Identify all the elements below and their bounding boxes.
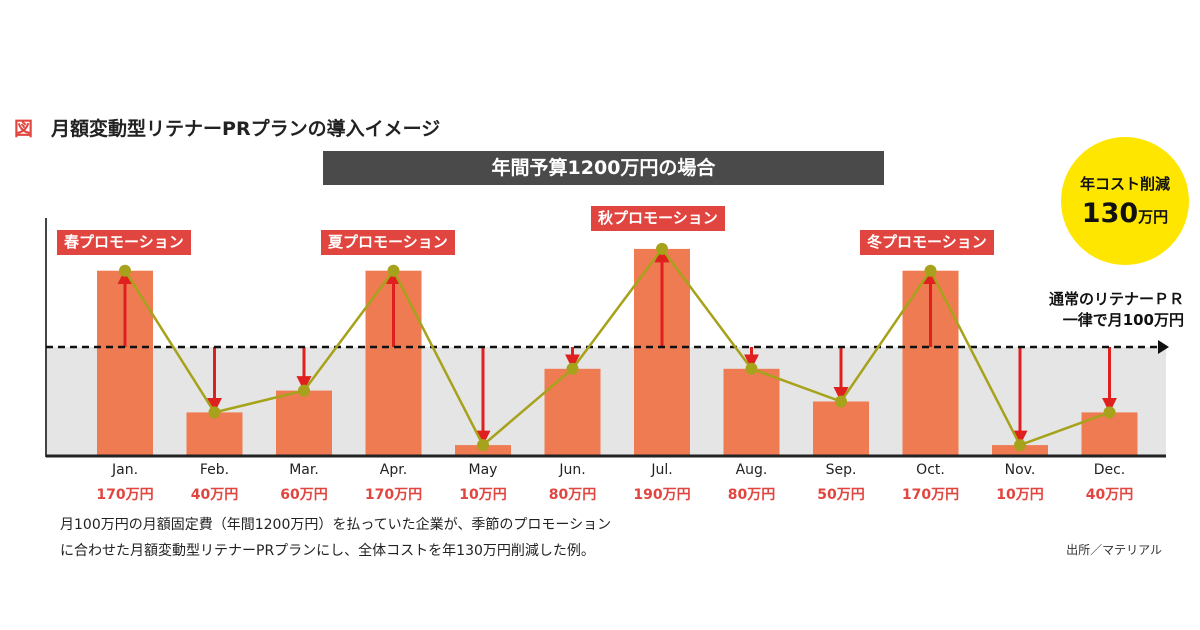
baseline-label-line1: 通常のリテナーＰＲ (1048, 290, 1184, 308)
data-point (477, 439, 489, 452)
saving-unit: 万円 (1138, 208, 1169, 226)
month-value-label: 10万円 (459, 487, 507, 503)
cost-trend-line (123, 246, 1110, 448)
saving-amount-row: 130万円 (1061, 198, 1189, 229)
data-point (387, 264, 400, 277)
data-point (835, 395, 847, 408)
month-value-label: 170万円 (901, 487, 960, 503)
month-label: Sep. (825, 462, 857, 478)
figure-title-text: 月額変動型リテナーPRプランの導入イメージ (51, 118, 441, 140)
cost-saving-badge: 年コスト削減 130万円 (1061, 137, 1189, 265)
month-label: Jan. (111, 462, 139, 478)
budget-banner: 年間予算1200万円の場合 (323, 151, 884, 185)
bar-mar (276, 390, 332, 456)
month-label: Mar. (289, 462, 319, 478)
saving-label: 年コスト削減 (1079, 175, 1170, 193)
bar-feb (186, 412, 243, 456)
data-point (745, 362, 758, 375)
month-label: Nov. (1004, 462, 1036, 478)
source-credit: 出所／マテリアル (1066, 543, 1162, 557)
month-label: Aug. (735, 462, 768, 478)
caption-line2: に合わせた月額変動型リテナーPRプランにし、全体コストを年130万円削減した例。 (60, 543, 595, 559)
figure-label: 図 (14, 118, 34, 140)
bar-aug (723, 368, 780, 456)
baseline-arrowhead (1158, 340, 1169, 354)
month-label: May (468, 462, 498, 478)
month-value-label: 170万円 (364, 487, 423, 503)
promo-tag-winter: 冬プロモーション (860, 230, 994, 255)
saving-amount: 130 (1081, 198, 1139, 229)
bar-sep (813, 401, 869, 456)
month-value-label: 60万円 (280, 487, 328, 503)
month-value-label: 10万円 (996, 487, 1044, 503)
month-label: Oct. (916, 462, 945, 478)
data-point (1014, 439, 1026, 452)
month-value-label: 50万円 (817, 487, 865, 503)
data-point (656, 242, 668, 255)
bar-jun (544, 368, 601, 456)
promo-tag-autumn: 秋プロモーション (591, 206, 725, 231)
promo-tag-summer: 夏プロモーション (321, 230, 455, 255)
month-label: Jul. (651, 462, 673, 478)
promo-tag-spring: 春プロモーション (57, 230, 191, 255)
data-point (208, 406, 221, 419)
data-point (566, 362, 579, 375)
month-value-label: 40万円 (190, 487, 239, 503)
caption: 月100万円の月額固定費（年間1200万円）を払っていた企業が、季節のプロモーシ… (60, 512, 611, 564)
caption-line1: 月100万円の月額固定費（年間1200万円）を払っていた企業が、季節のプロモーシ… (60, 517, 612, 533)
month-label: Dec. (1093, 462, 1126, 478)
data-point (298, 384, 310, 397)
month-value-label: 170万円 (96, 487, 154, 503)
baseline-label-line2: 一律で月100万円 (1062, 311, 1184, 329)
data-point (924, 264, 937, 277)
month-value-label: 40万円 (1085, 487, 1134, 503)
baseline-label: 通常のリテナーＰＲ 一律で月100万円 (1038, 289, 1184, 331)
month-value-label: 80万円 (548, 487, 597, 503)
data-point (1103, 406, 1116, 419)
month-label: Jun. (559, 462, 586, 478)
month-value-label: 190万円 (633, 487, 691, 503)
data-point (119, 264, 131, 277)
month-label: Feb. (199, 462, 230, 478)
figure-title: 図月額変動型リテナーPRプランの導入イメージ (14, 114, 440, 141)
month-label: Apr. (379, 462, 408, 478)
month-value-label: 80万円 (727, 487, 776, 503)
